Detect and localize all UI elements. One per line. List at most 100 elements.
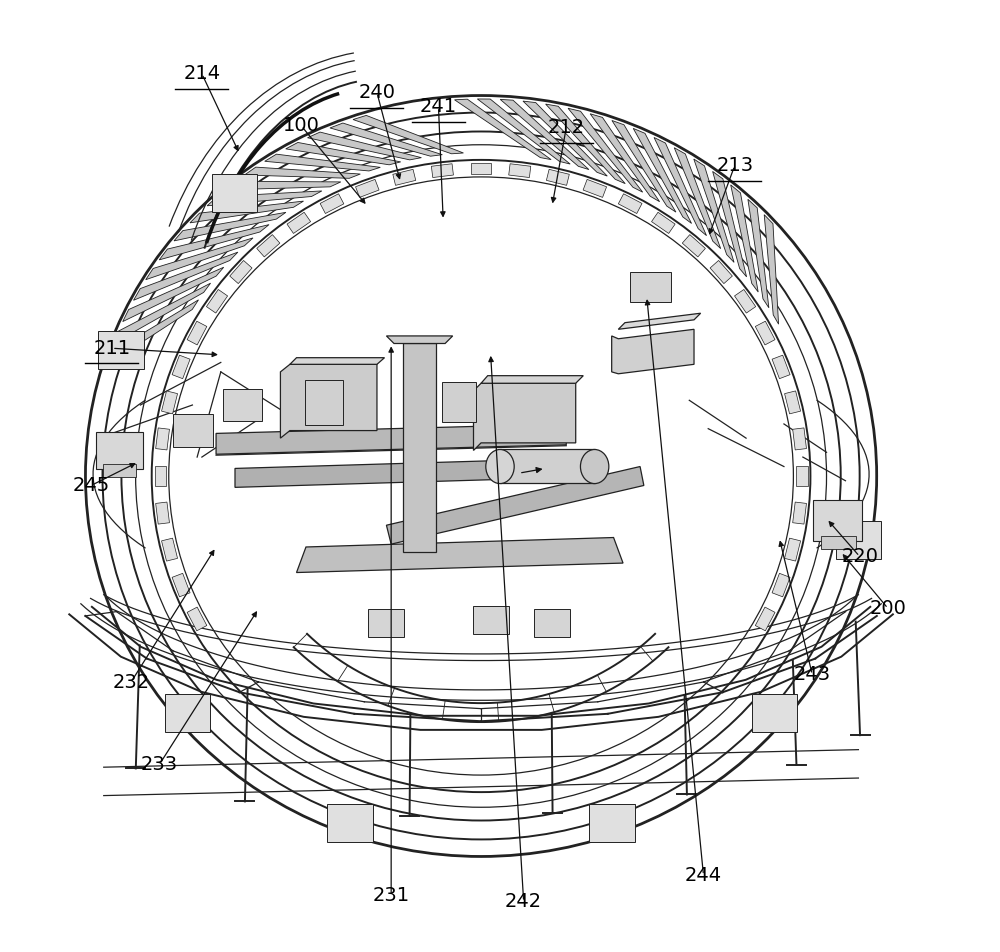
Polygon shape	[330, 123, 442, 156]
FancyBboxPatch shape	[534, 608, 570, 637]
Polygon shape	[308, 132, 421, 160]
Polygon shape	[455, 99, 551, 160]
FancyBboxPatch shape	[836, 521, 881, 559]
Text: 100: 100	[283, 116, 320, 135]
Polygon shape	[225, 181, 341, 189]
Polygon shape	[713, 171, 747, 277]
Polygon shape	[618, 313, 701, 329]
Polygon shape	[235, 459, 552, 487]
Polygon shape	[500, 99, 589, 169]
Polygon shape	[500, 449, 595, 483]
Text: 241: 241	[420, 97, 457, 116]
FancyBboxPatch shape	[98, 331, 144, 368]
Polygon shape	[481, 376, 583, 384]
Polygon shape	[290, 358, 385, 365]
Polygon shape	[320, 194, 344, 213]
FancyBboxPatch shape	[223, 389, 262, 421]
Polygon shape	[403, 344, 436, 552]
FancyBboxPatch shape	[212, 174, 257, 212]
Polygon shape	[568, 109, 643, 192]
Polygon shape	[146, 238, 253, 280]
Text: 220: 220	[841, 547, 878, 565]
Polygon shape	[793, 427, 806, 450]
Polygon shape	[265, 154, 380, 171]
FancyBboxPatch shape	[473, 605, 509, 634]
Polygon shape	[162, 391, 178, 414]
Polygon shape	[393, 169, 416, 186]
Polygon shape	[123, 268, 224, 322]
Polygon shape	[216, 424, 566, 454]
FancyBboxPatch shape	[752, 694, 797, 732]
Polygon shape	[785, 391, 801, 414]
Polygon shape	[353, 115, 463, 154]
Polygon shape	[471, 163, 491, 174]
Polygon shape	[755, 321, 775, 345]
Polygon shape	[755, 607, 775, 631]
Polygon shape	[245, 168, 360, 178]
Polygon shape	[187, 607, 207, 631]
Polygon shape	[772, 355, 790, 379]
Polygon shape	[633, 129, 692, 224]
Polygon shape	[764, 214, 779, 324]
Polygon shape	[280, 365, 377, 438]
Text: 242: 242	[505, 892, 542, 911]
Polygon shape	[431, 164, 453, 177]
Text: 211: 211	[93, 339, 131, 358]
Polygon shape	[286, 143, 401, 165]
Text: 212: 212	[548, 118, 585, 137]
Polygon shape	[682, 234, 705, 257]
Polygon shape	[590, 114, 660, 202]
Polygon shape	[546, 169, 569, 186]
Polygon shape	[735, 289, 756, 313]
Polygon shape	[207, 191, 322, 206]
Polygon shape	[694, 159, 734, 263]
Polygon shape	[174, 212, 286, 241]
Polygon shape	[386, 466, 644, 545]
Text: 213: 213	[716, 156, 753, 175]
Polygon shape	[546, 104, 625, 184]
Polygon shape	[155, 466, 166, 486]
FancyBboxPatch shape	[821, 536, 856, 549]
Polygon shape	[134, 252, 238, 300]
Polygon shape	[187, 321, 207, 345]
FancyBboxPatch shape	[589, 803, 635, 842]
Polygon shape	[583, 179, 607, 197]
Polygon shape	[386, 336, 453, 344]
Text: 232: 232	[112, 673, 149, 692]
Polygon shape	[190, 201, 304, 223]
Polygon shape	[612, 121, 676, 212]
Text: 240: 240	[358, 83, 395, 102]
FancyBboxPatch shape	[630, 271, 671, 302]
Polygon shape	[793, 502, 806, 525]
Polygon shape	[612, 329, 694, 374]
FancyBboxPatch shape	[442, 383, 476, 422]
Polygon shape	[477, 99, 570, 164]
Ellipse shape	[486, 449, 514, 484]
Polygon shape	[509, 164, 531, 177]
Polygon shape	[731, 185, 758, 292]
FancyBboxPatch shape	[813, 500, 862, 542]
Polygon shape	[674, 148, 721, 248]
Polygon shape	[654, 137, 707, 236]
Polygon shape	[748, 199, 769, 307]
Text: 245: 245	[73, 476, 110, 495]
Polygon shape	[297, 538, 623, 572]
Polygon shape	[356, 179, 379, 197]
FancyBboxPatch shape	[305, 381, 343, 425]
Text: 243: 243	[794, 665, 831, 684]
Text: 231: 231	[373, 885, 410, 904]
Polygon shape	[172, 573, 190, 597]
Text: 200: 200	[870, 599, 906, 618]
Polygon shape	[230, 261, 252, 284]
Ellipse shape	[580, 449, 609, 484]
Text: 233: 233	[141, 755, 178, 774]
FancyBboxPatch shape	[327, 803, 373, 842]
Polygon shape	[156, 502, 169, 525]
Polygon shape	[206, 289, 228, 313]
Polygon shape	[113, 283, 211, 344]
Polygon shape	[523, 101, 607, 176]
Polygon shape	[772, 573, 790, 597]
Polygon shape	[287, 212, 311, 233]
Text: 214: 214	[183, 65, 220, 83]
Polygon shape	[652, 212, 675, 233]
